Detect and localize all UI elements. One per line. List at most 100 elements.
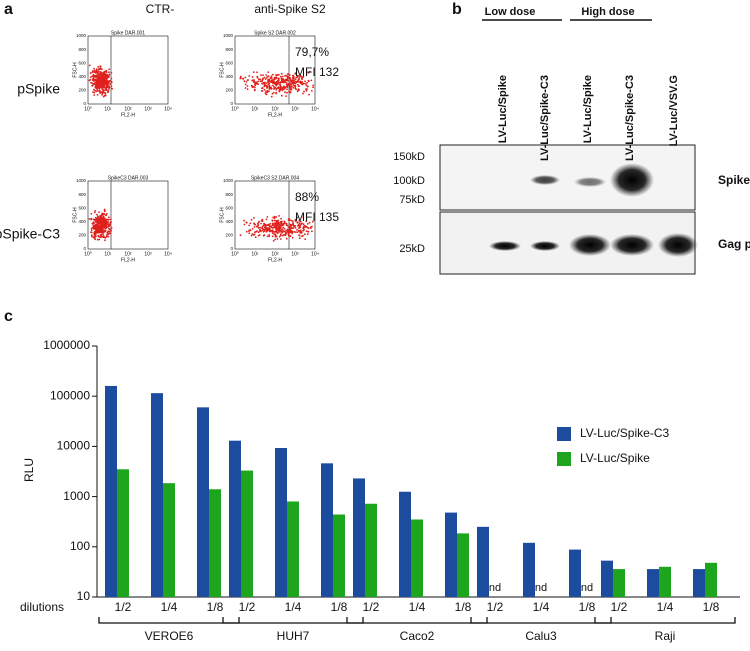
event-dot <box>296 231 299 234</box>
blot-band <box>658 233 698 257</box>
event-dot <box>248 75 251 77</box>
event-dot <box>104 239 106 242</box>
flow-y-tick: 600 <box>225 205 233 210</box>
event-dot <box>259 226 261 229</box>
event-dot <box>278 235 281 238</box>
event-dot <box>275 76 278 78</box>
event-dot <box>110 230 112 232</box>
event-dot <box>307 231 310 233</box>
event-dot <box>295 81 298 84</box>
event-dot <box>97 226 100 229</box>
event-dot <box>288 232 290 235</box>
event-dot <box>276 224 279 227</box>
x-tick-label: 1/2 <box>115 600 132 614</box>
event-dot <box>95 81 98 84</box>
column-label: CTR- <box>146 2 175 16</box>
event-dot <box>287 229 290 232</box>
event-dot <box>304 82 307 85</box>
event-dot <box>276 73 279 76</box>
blot-label: Spike <box>718 173 750 187</box>
group-bracket <box>594 617 736 624</box>
event-dot <box>286 73 289 75</box>
event-dot <box>301 222 303 225</box>
row-label: pSpike-C3 <box>0 226 60 242</box>
event-dot <box>282 222 285 225</box>
event-dot <box>300 231 303 234</box>
event-dot <box>244 76 247 79</box>
event-dot <box>284 234 287 237</box>
event-dot <box>256 71 258 74</box>
flow-y-tick: 800 <box>78 192 86 197</box>
event-dot <box>305 89 308 92</box>
event-dot <box>97 85 100 88</box>
event-dot <box>302 234 304 237</box>
event-dot <box>277 79 279 82</box>
event-dot <box>101 91 104 94</box>
event-dot <box>104 227 107 229</box>
event-dot <box>90 227 93 230</box>
bar <box>647 569 659 597</box>
lane-label: LV-Luc/Spike <box>497 75 509 143</box>
event-dot <box>251 76 254 78</box>
bar <box>445 512 457 597</box>
event-dot <box>241 77 244 80</box>
event-dot <box>289 235 292 238</box>
flow-y-tick: 400 <box>78 219 86 224</box>
event-dot <box>275 88 278 91</box>
x-axis-label: dilutions <box>20 600 64 614</box>
flow-x-label: FL2-H <box>121 112 135 118</box>
bar <box>321 463 333 597</box>
event-dot <box>260 74 262 77</box>
event-dot <box>264 91 267 94</box>
event-dot <box>274 238 276 241</box>
flow-x-tick: 10³ <box>144 251 152 257</box>
flow-x-tick: 10⁰ <box>231 251 239 257</box>
event-dot <box>100 86 102 88</box>
row-label: pSpike <box>17 81 60 97</box>
event-dot <box>310 226 312 228</box>
flow-y-tick: 800 <box>225 47 233 52</box>
event-dot <box>308 93 310 96</box>
event-dot <box>99 218 101 221</box>
event-dot <box>280 217 282 220</box>
x-tick-label: 1/8 <box>579 600 596 614</box>
flow-x-tick: 10⁴ <box>311 251 319 257</box>
event-dot <box>292 222 295 224</box>
event-dot <box>274 223 277 226</box>
event-dot <box>97 80 100 83</box>
event-dot <box>282 226 285 229</box>
blot-band <box>530 241 560 251</box>
bar <box>659 566 671 597</box>
event-dot <box>275 219 278 222</box>
flow-x-tick: 10² <box>124 106 132 112</box>
event-dot <box>108 71 110 74</box>
bar <box>569 549 581 597</box>
flow-y-tick: 400 <box>225 74 233 79</box>
event-dot <box>110 80 113 83</box>
x-tick-label: 1/4 <box>409 600 426 614</box>
flow-y-tick: 400 <box>78 74 86 79</box>
bar <box>333 514 345 597</box>
event-dot <box>292 81 295 84</box>
flow-y-tick: 0 <box>230 246 233 251</box>
event-dot <box>90 231 93 234</box>
event-dot <box>101 212 104 215</box>
event-dot <box>106 234 109 236</box>
event-dot <box>286 78 289 81</box>
event-dot <box>282 81 285 83</box>
event-dot <box>271 232 274 234</box>
event-dot <box>94 81 96 84</box>
flow-x-tick: 10³ <box>291 106 299 112</box>
event-dot <box>111 87 113 90</box>
event-dot <box>270 77 273 79</box>
flow-plot-title: Spike DAR.001 <box>111 30 145 36</box>
event-dot <box>94 238 97 241</box>
flow-y-tick: 1000 <box>76 33 87 38</box>
event-dot <box>267 228 270 231</box>
event-dot <box>106 226 108 229</box>
event-dot <box>110 85 113 88</box>
gate-mfi: MFI 132 <box>295 65 339 79</box>
event-dot <box>103 236 106 239</box>
event-dot <box>256 83 259 85</box>
